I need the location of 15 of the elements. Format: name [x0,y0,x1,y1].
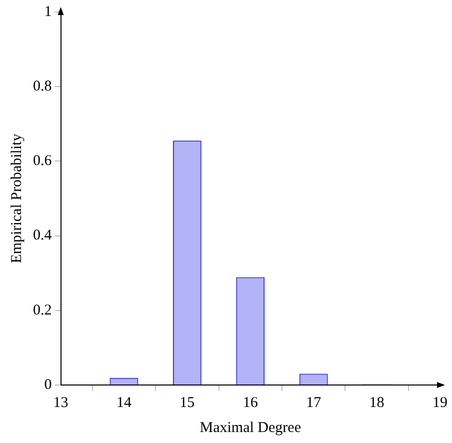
x-tick-label: 16 [242,394,258,411]
x-tick-label: 15 [180,394,195,411]
x-tick-label: 19 [432,394,448,411]
y-tick-label: 0.4 [33,228,52,244]
y-tick-label: 0 [44,376,52,393]
y-tick-label: 0.2 [33,302,52,318]
x-tick-label: 17 [306,394,322,411]
x-axis-title: Maximal Degree [200,420,302,436]
y-axis-title: Empirical Probability [8,133,25,264]
y-tick-label: 1 [44,4,52,20]
x-tick-label: 18 [369,394,384,411]
y-tick-label: 0.6 [33,153,52,170]
x-tick-label: 14 [116,394,132,411]
y-tick-label: 0.8 [33,78,52,95]
x-tick-label: 13 [53,394,68,411]
